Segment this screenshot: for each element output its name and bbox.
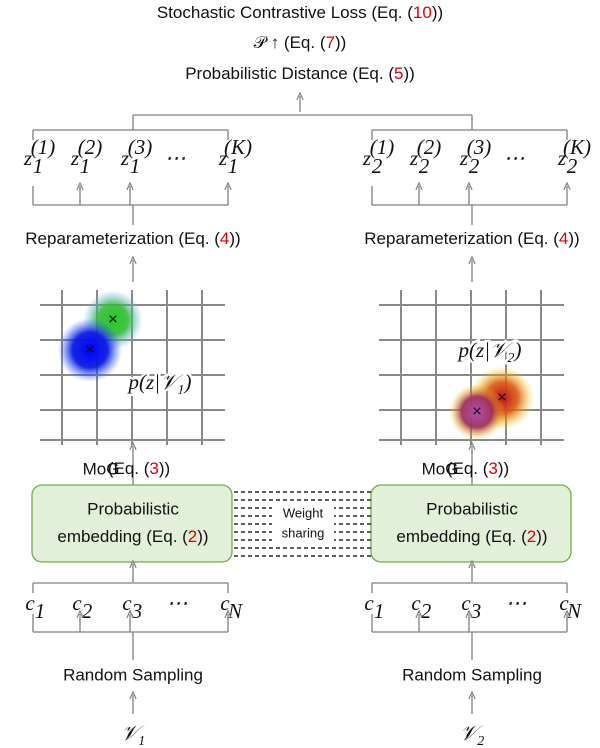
text-part: 4 bbox=[220, 229, 229, 248]
embedding-label: embedding (Eq. (2)) bbox=[57, 527, 208, 546]
mog-eq: (Eq. (3)) bbox=[447, 459, 509, 478]
mean-marker: × bbox=[85, 339, 95, 358]
text-part: p(z|𝒱 bbox=[127, 370, 184, 394]
text-part: 1 bbox=[177, 383, 184, 398]
text-part: 2 bbox=[477, 734, 484, 748]
input-sub: 2 bbox=[421, 599, 432, 623]
sample-sub: 1 bbox=[130, 154, 141, 178]
text-part: )) bbox=[498, 459, 509, 478]
text-part: ) bbox=[183, 370, 191, 394]
text-part: )) bbox=[403, 64, 414, 83]
input-sub: 3 bbox=[470, 599, 482, 623]
diagram: Stochastic Contrastive Loss (Eq. (10))𝒫 … bbox=[0, 0, 600, 748]
text-part: ) bbox=[513, 338, 521, 362]
text-part: Probabilistic Distance (Eq. ( bbox=[185, 64, 394, 83]
sample-sub: 1 bbox=[228, 154, 239, 178]
text-part: embedding (Eq. ( bbox=[57, 527, 188, 546]
text-part: )) bbox=[229, 229, 240, 248]
text-part: 3 bbox=[488, 459, 497, 478]
text-part: embedding (Eq. ( bbox=[396, 527, 527, 546]
embedding-label: embedding (Eq. (2)) bbox=[396, 527, 547, 546]
text-part: 𝒫 ↑ (Eq. ( bbox=[254, 33, 326, 52]
sampling-label: Random Sampling bbox=[63, 665, 203, 684]
text-part: )) bbox=[432, 3, 443, 22]
objective-label: 𝒫 ↑ (Eq. (7)) bbox=[254, 33, 347, 52]
text-part: (Eq. ( bbox=[108, 459, 150, 478]
text-part: (Eq. ( bbox=[447, 459, 489, 478]
text-part: 5 bbox=[394, 64, 403, 83]
reparam-label: Reparameterization (Eq. (4)) bbox=[364, 229, 579, 248]
input-sub: N bbox=[227, 599, 243, 623]
input: ⋯ bbox=[506, 591, 527, 615]
sampling-label: Random Sampling bbox=[402, 665, 542, 684]
text-part: Stochastic Contrastive Loss (Eq. ( bbox=[157, 3, 413, 22]
sample-sub: 2 bbox=[372, 154, 383, 178]
embedding-box bbox=[371, 485, 571, 562]
distance-label: Probabilistic Distance (Eq. (5)) bbox=[185, 64, 415, 83]
loss-label: Stochastic Contrastive Loss (Eq. (10)) bbox=[157, 3, 443, 22]
sample-sub: 2 bbox=[469, 154, 480, 178]
sample-sub: 1 bbox=[80, 154, 91, 178]
text-part: )) bbox=[197, 527, 208, 546]
sample-sub: 2 bbox=[419, 154, 430, 178]
text-part: 2 bbox=[188, 527, 197, 546]
sample: ⋯ bbox=[504, 146, 525, 170]
mean-marker: × bbox=[472, 401, 482, 420]
video-label: 𝒱1 bbox=[121, 721, 146, 748]
input-sub: N bbox=[566, 599, 582, 623]
input-sub: 3 bbox=[131, 599, 143, 623]
sample: ⋯ bbox=[165, 146, 186, 170]
text-part: Reparameterization (Eq. ( bbox=[25, 229, 220, 248]
input-sub: 1 bbox=[35, 599, 46, 623]
reparam-label: Reparameterization (Eq. (4)) bbox=[25, 229, 240, 248]
text-part: 10 bbox=[413, 3, 432, 22]
text-part: 2 bbox=[527, 527, 536, 546]
input: ⋯ bbox=[167, 591, 188, 615]
text-part: 4 bbox=[559, 229, 568, 248]
embedding-label: Probabilistic bbox=[87, 499, 179, 518]
input-sub: 2 bbox=[82, 599, 93, 623]
mean-marker: × bbox=[497, 387, 507, 406]
text-part: 7 bbox=[325, 33, 334, 52]
sample-sub: 2 bbox=[567, 154, 578, 178]
shared-label: sharing bbox=[282, 525, 325, 540]
sample-sub: 1 bbox=[33, 154, 44, 178]
mean-marker: × bbox=[108, 309, 118, 328]
text-part: Reparameterization (Eq. ( bbox=[364, 229, 559, 248]
density-label: p(z|𝒱2) bbox=[457, 338, 522, 366]
embedding-box bbox=[32, 485, 232, 562]
text-part: )) bbox=[335, 33, 346, 52]
text-part: 2 bbox=[507, 351, 514, 366]
text-part: 3 bbox=[149, 459, 158, 478]
text-part: p(z|𝒱 bbox=[457, 338, 514, 362]
text-part: )) bbox=[536, 527, 547, 546]
shared-label: Weight bbox=[283, 505, 324, 520]
text-part: )) bbox=[159, 459, 170, 478]
text-part: )) bbox=[568, 229, 579, 248]
input-sub: 1 bbox=[374, 599, 385, 623]
video-label: 𝒱2 bbox=[460, 721, 485, 748]
text-part: 1 bbox=[138, 734, 145, 748]
mog-eq: (Eq. (3)) bbox=[108, 459, 170, 478]
embedding-label: Probabilistic bbox=[426, 499, 518, 518]
